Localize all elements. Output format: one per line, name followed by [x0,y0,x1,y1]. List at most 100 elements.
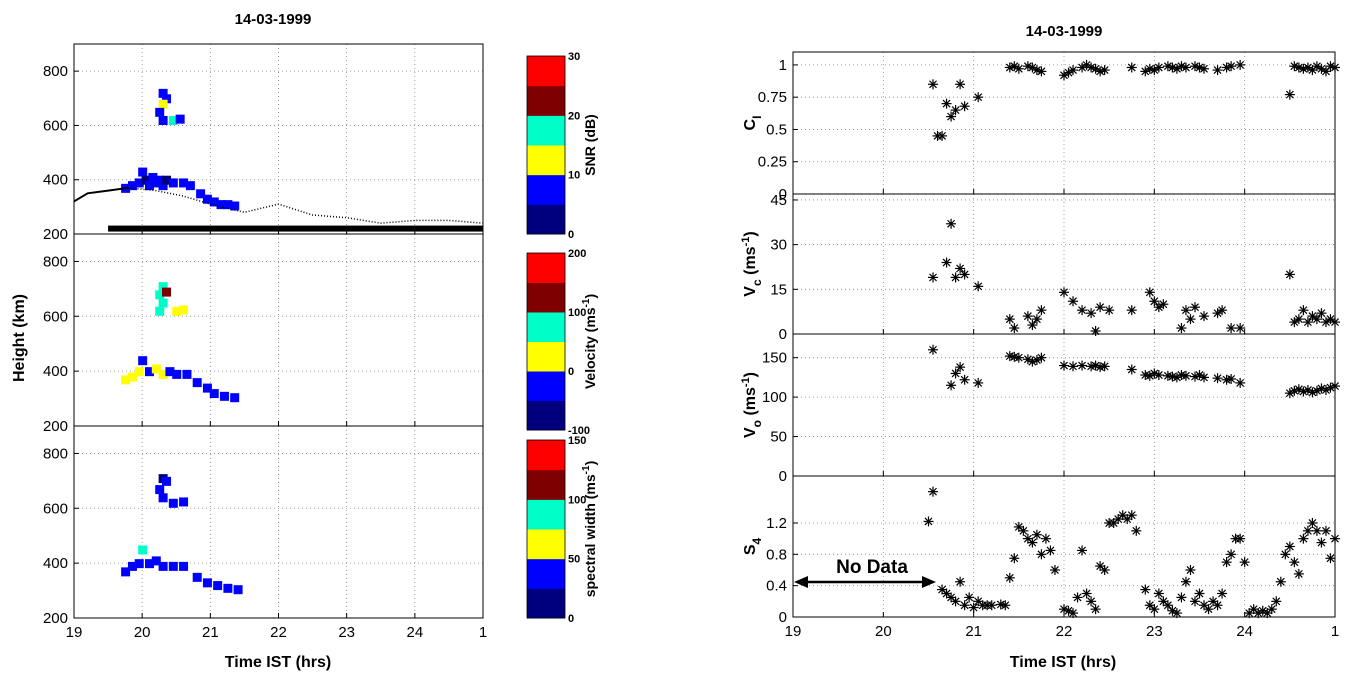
colorbar-segment [527,469,565,500]
data-point [1104,305,1115,316]
data-point [1171,608,1182,619]
y-tick-label: 400 [43,555,68,572]
colorbar-segment [527,499,565,530]
y-tick-label: 400 [43,363,68,380]
colorbar-label: SNR (dB) [582,114,598,175]
data-point-stroke [969,603,978,612]
data-point-stroke [1181,306,1190,315]
data-point [1311,314,1322,325]
x-tick-label: 19 [66,624,83,641]
no-data-arrow-left [794,576,808,588]
data-point-stroke [1023,312,1032,321]
left-xlabel: Time IST (hrs) [225,654,331,671]
data-point-stroke [1168,63,1177,72]
data-point [928,486,939,497]
data-point-stroke [1227,62,1236,71]
colorbar-frame [526,252,566,431]
heatmap-cell [148,173,158,182]
data-point-stroke [951,369,960,378]
heatmap-cell [202,194,212,204]
heatmap-cell [138,167,148,177]
colorbar-1: 0 10 20 30 SNR (dB) [526,51,598,241]
heatmap-cell [162,476,172,486]
data-point [1126,62,1137,73]
heatmap-cell [127,372,137,382]
heatmap-cell [155,306,165,316]
heatmap-cell [144,559,154,569]
data-point [1203,604,1214,615]
data-point [1194,62,1205,73]
y-tick-label: 1.2 [766,515,787,532]
data-point-stroke [1096,67,1105,76]
data-point-stroke [1014,522,1023,531]
colorbar-segment [527,371,565,401]
heatmap-cell [138,545,148,555]
y-tick-label: 800 [43,63,68,80]
data-point-stroke [1069,66,1077,75]
y-tick-label: 150 [762,350,787,367]
data-point-stroke [1177,62,1186,71]
colorbar-tick-label: 0 [568,366,574,378]
data-point [1298,386,1309,397]
data-point-stroke [1010,352,1019,361]
data-point [1059,287,1069,298]
data-point-stroke [947,593,956,602]
right-title: 14-03-1999 [1026,23,1103,40]
data-point-stroke [1317,309,1326,318]
y-tick-label: 45 [770,192,787,209]
data-point-stroke [1014,64,1023,73]
y-tick-label: 30 [770,237,787,254]
data-point-stroke [1145,288,1154,297]
data-point [973,281,984,292]
data-point-stroke [1168,606,1177,615]
colorbar-segment [527,312,565,342]
heatmap-cell [175,114,185,124]
heatmap-cell [158,369,168,379]
data-point [1217,305,1228,316]
data-point-stroke [1200,601,1208,610]
y-tick-label: 0 [779,326,787,343]
data-point-stroke [942,99,951,108]
data-point-stroke [1028,538,1037,547]
data-point-stroke [1213,309,1222,318]
data-point [1189,596,1200,607]
data-point-stroke [1141,585,1150,594]
colorbar-tick-label: 200 [568,248,586,260]
data-point-stroke [1091,605,1100,614]
data-point-stroke [1064,606,1073,615]
data-point [1298,305,1309,316]
data-point-stroke [1078,306,1087,315]
y-tick-label: 800 [43,445,68,462]
data-point [1176,323,1187,334]
data-point [1144,370,1155,381]
data-point-stroke [1181,371,1190,380]
colorbar-segment [527,204,565,235]
data-point-stroke [1191,372,1199,381]
data-point [1185,565,1196,575]
data-point [1068,296,1079,307]
data-point-stroke [1209,597,1218,606]
data-point [1036,305,1047,316]
data-point-stroke [1001,601,1010,610]
colorbar-3: 0 50 100 150 spectral width (ms-1) [526,435,598,625]
scatter-panel-s4: 0 0.4 0.8 1.2S4 19 20 21 22 23 24 1 [742,475,1340,640]
data-point-stroke [1046,546,1055,555]
data-point-stroke [1019,526,1028,535]
y-tick-label: 0.5 [766,121,787,138]
data-point-stroke [1191,62,1199,71]
data-point-stroke [947,381,956,390]
data-point-stroke [1191,303,1199,312]
data-point [1077,305,1088,316]
data-point [1049,565,1060,575]
data-point-stroke [1163,371,1172,380]
data-point [1307,518,1318,528]
data-point [1036,352,1047,363]
y-tick-label: 0 [779,186,787,203]
heatmap-cell [185,181,195,191]
heatmap-cell [192,378,202,388]
data-point-stroke [1037,67,1046,76]
data-point-stroke [1014,353,1023,362]
y-tick-label: 0.4 [766,578,787,595]
heatmap-cell [216,200,226,210]
heatmap-cell [165,367,175,377]
